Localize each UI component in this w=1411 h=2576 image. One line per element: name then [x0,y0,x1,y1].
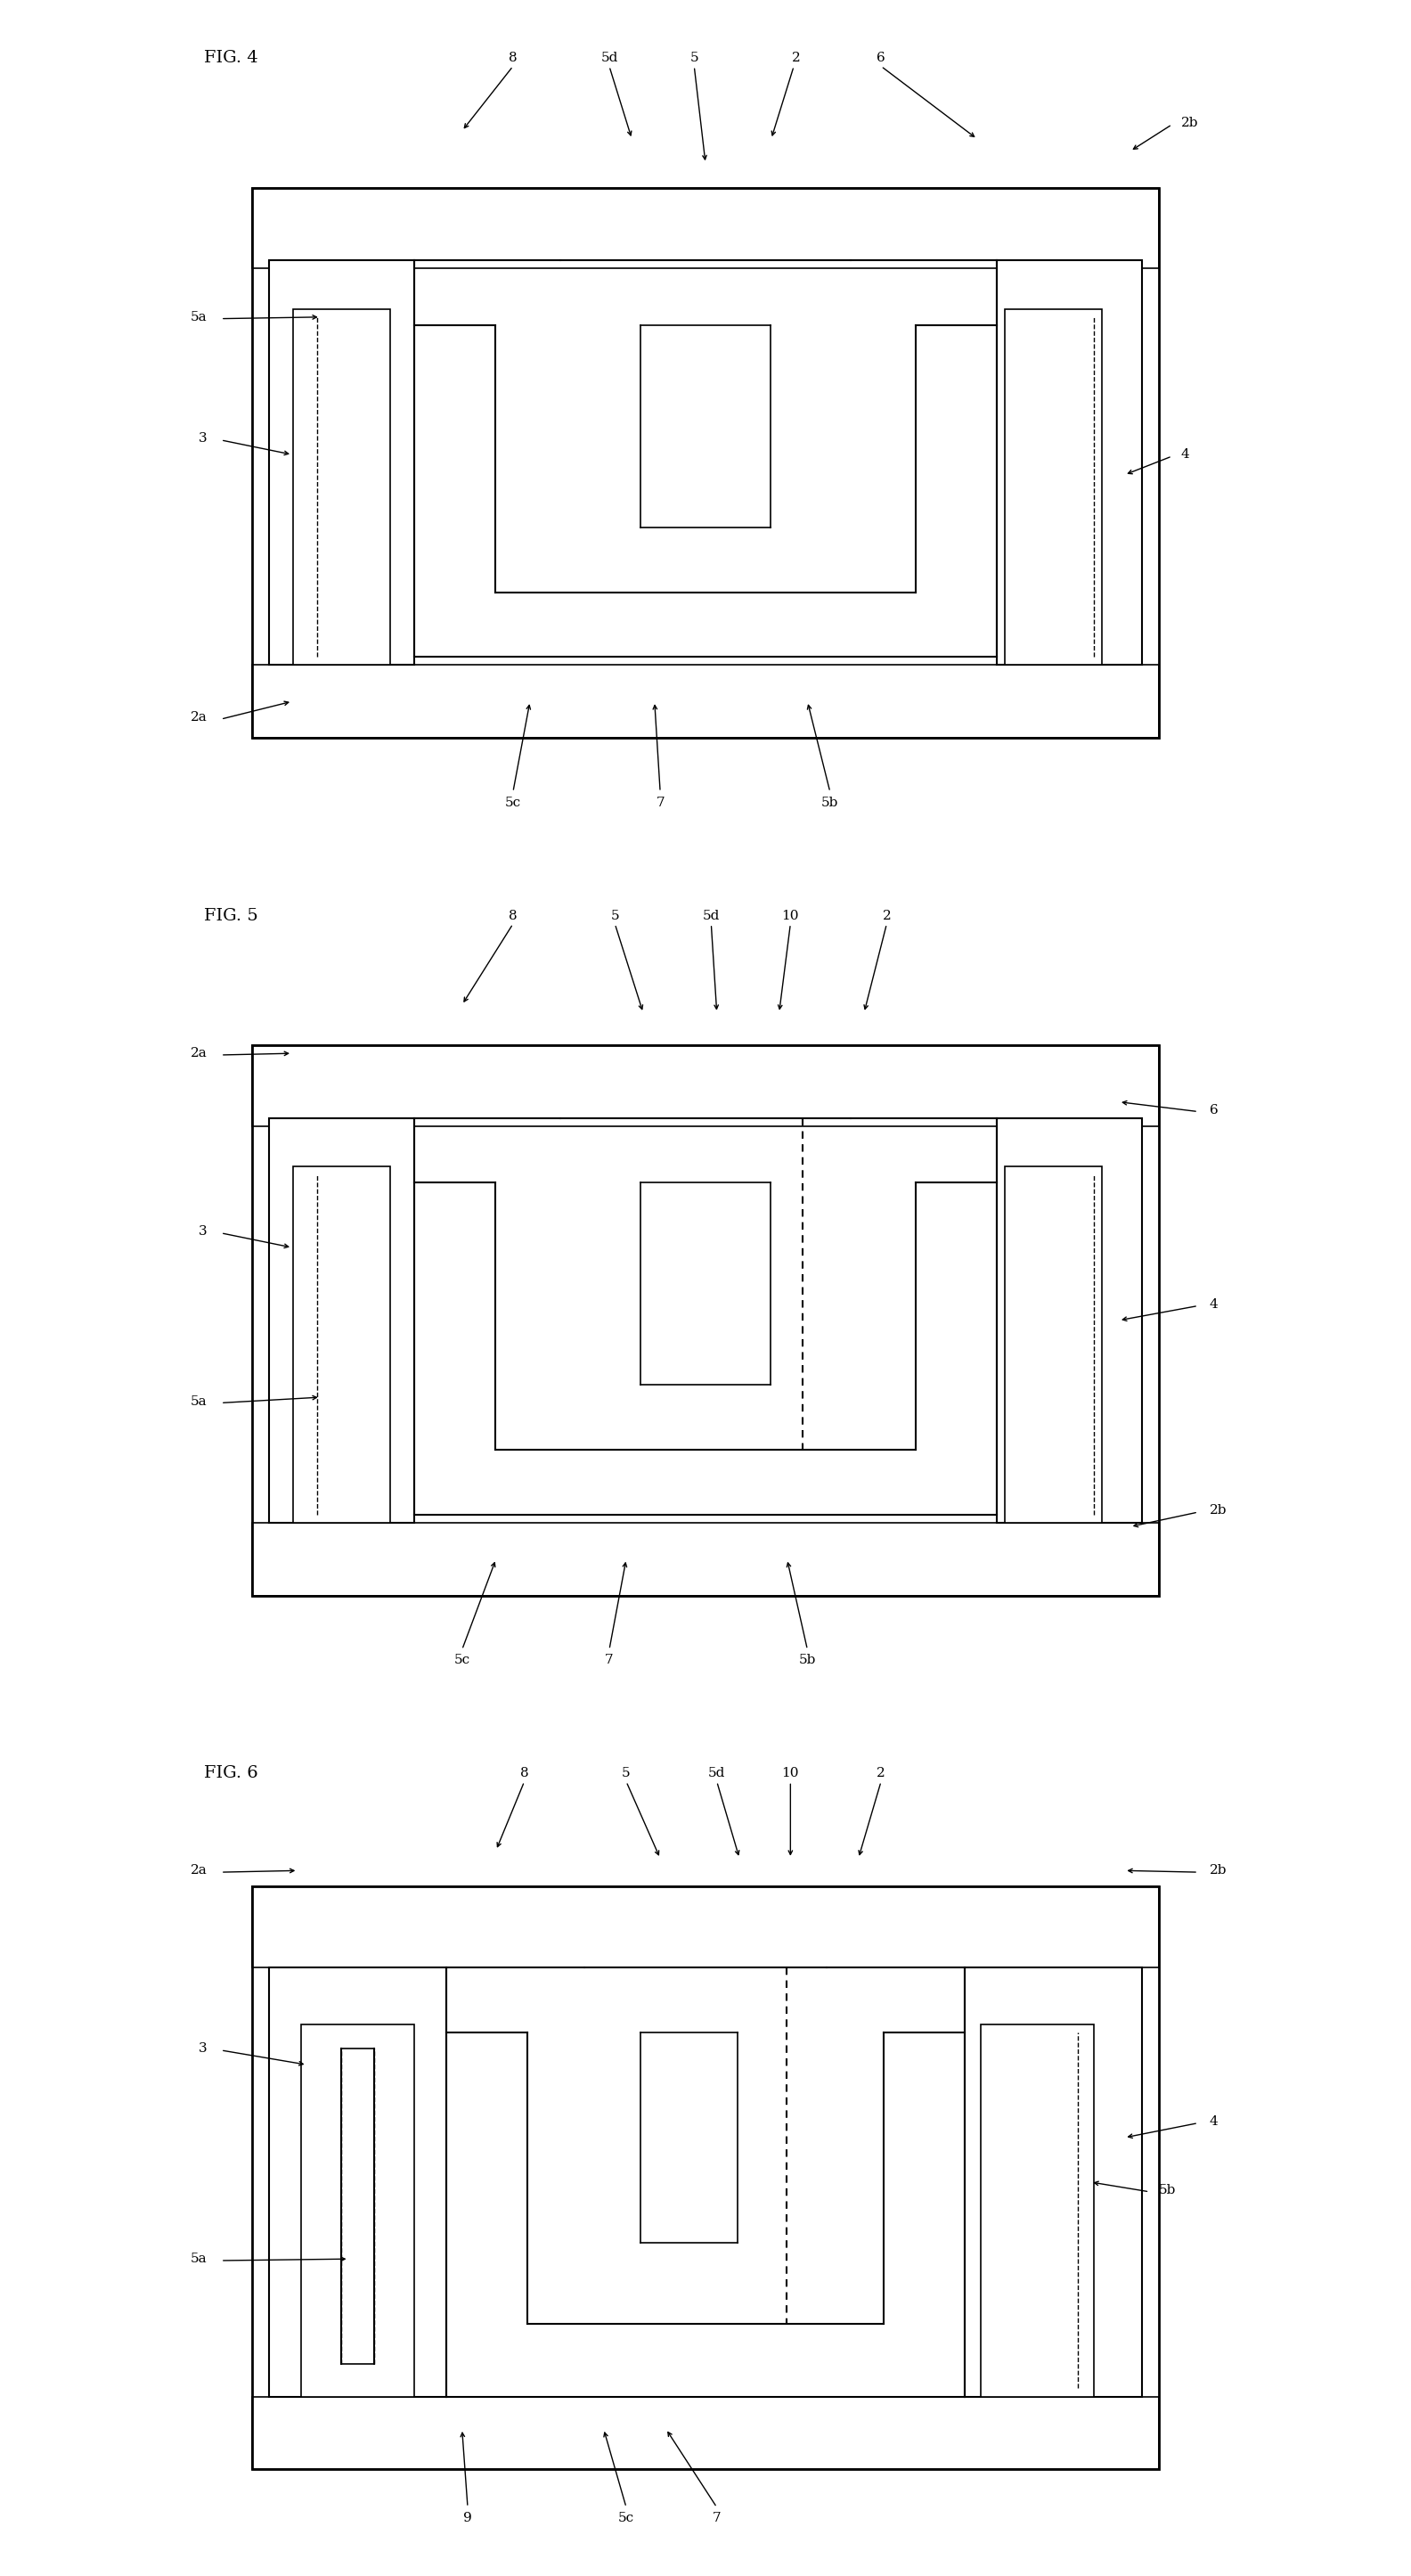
Bar [1005,1167,1102,1522]
Text: 4: 4 [1181,448,1189,461]
Text: 4: 4 [1209,2115,1218,2128]
Text: 5a: 5a [190,1396,207,1406]
Text: 3: 3 [199,2043,207,2056]
Text: 3: 3 [199,1226,207,1236]
Text: 2a: 2a [190,1046,207,1059]
Text: FIG. 4: FIG. 4 [205,49,258,67]
Bar [253,188,1158,268]
Text: 5c: 5c [618,2512,635,2524]
Text: 10: 10 [782,1767,799,1780]
Text: 7: 7 [605,1654,614,1667]
Text: 2b: 2b [1181,116,1198,129]
Bar [996,1118,1143,1522]
Bar [293,309,389,665]
Bar [981,2025,1094,2396]
Text: 7: 7 [656,796,665,809]
Text: 5d: 5d [708,1767,725,1780]
Bar [268,1968,447,2396]
Bar [253,2396,1158,2470]
Bar [253,1046,1158,1595]
Text: 10: 10 [782,909,799,922]
Text: 8: 8 [509,52,518,64]
Text: 5: 5 [690,52,698,64]
Text: 5d: 5d [601,52,618,64]
Bar [253,188,1158,737]
Text: 2: 2 [876,1767,885,1780]
Text: 9: 9 [463,2512,473,2524]
Bar [253,1522,1158,1595]
Text: 7: 7 [713,2512,721,2524]
Text: 5c: 5c [505,796,521,809]
Bar [1005,309,1102,665]
Bar [268,1118,415,1522]
Text: 2: 2 [882,909,890,922]
Bar [964,1968,1143,2396]
Bar [996,260,1143,665]
Bar [253,1046,1158,1126]
Bar [268,260,415,665]
Text: 8: 8 [521,1767,529,1780]
Text: 5c: 5c [454,1654,470,1667]
Text: FIG. 5: FIG. 5 [205,907,258,925]
Text: 2b: 2b [1209,1504,1226,1517]
Text: 2: 2 [792,52,800,64]
Text: 5d: 5d [703,909,720,922]
Text: 8: 8 [509,909,518,922]
Bar [253,1886,1158,1968]
Text: 5a: 5a [190,312,207,322]
Bar [293,1167,389,1522]
Bar [253,1886,1158,2470]
Text: 5a: 5a [190,2254,207,2264]
Text: 3: 3 [199,433,207,446]
Text: 6: 6 [1209,1103,1218,1115]
Text: 5b: 5b [799,1654,816,1667]
Text: 5b: 5b [1158,2184,1175,2197]
Text: FIG. 6: FIG. 6 [205,1765,258,1783]
Text: 5: 5 [611,909,619,922]
Text: 4: 4 [1209,1298,1218,1311]
Text: 6: 6 [876,52,885,64]
Text: 2a: 2a [190,1865,207,1878]
Text: 5b: 5b [821,796,838,809]
Text: 5: 5 [622,1767,631,1780]
Bar [301,2025,415,2396]
Bar [253,665,1158,737]
Text: 2b: 2b [1209,1865,1226,1878]
Text: 2a: 2a [190,711,207,724]
